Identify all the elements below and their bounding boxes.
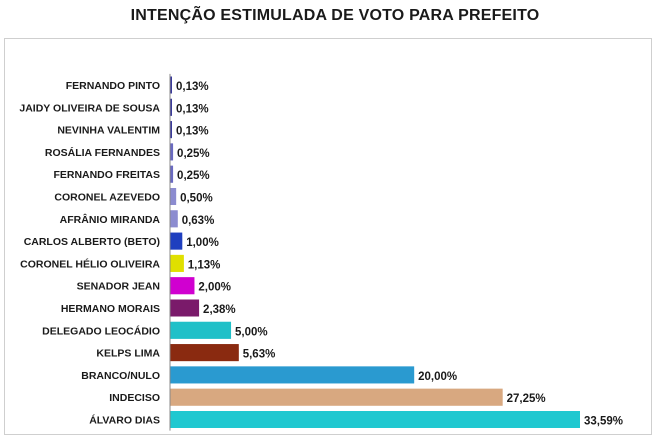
value-label: 27,25% — [507, 393, 546, 405]
bar-shading — [170, 98, 172, 116]
value-label: 0,63% — [182, 215, 215, 227]
category-label: CORONEL AZEVEDO — [54, 192, 160, 204]
bar-shading — [170, 210, 178, 228]
value-label: 0,50% — [180, 193, 213, 205]
value-label: 2,00% — [198, 282, 231, 294]
bar-shading — [170, 344, 239, 362]
category-label: HERMANO MORAIS — [61, 303, 160, 315]
category-label: ROSÁLIA FERNANDES — [45, 146, 160, 159]
bar-shading — [170, 188, 177, 205]
category-label: CORONEL HÉLIO OLIVEIRA — [20, 257, 160, 270]
value-label: 2,38% — [203, 304, 236, 316]
category-label: KELPS LIMA — [96, 348, 160, 360]
bar-shading — [170, 76, 172, 94]
value-label: 1,13% — [188, 259, 221, 271]
value-label: 33,59% — [584, 416, 623, 428]
chart-title: INTENÇÃO ESTIMULADA DE VOTO PARA PREFEIT… — [130, 7, 540, 24]
value-label: 1,00% — [186, 237, 219, 249]
bar-shading — [170, 254, 184, 272]
value-label: 20,00% — [418, 371, 457, 383]
value-label: 0,25% — [177, 170, 210, 182]
category-label: AFRÂNIO MIRANDA — [60, 213, 161, 226]
category-label: NEVINHA VALENTIM — [57, 125, 160, 137]
category-label: FERNANDO FREITAS — [53, 169, 160, 181]
bar-shading — [170, 366, 415, 384]
category-label: INDECISO — [109, 392, 160, 404]
category-label: JAIDY OLIVEIRA DE SOUSA — [19, 102, 160, 114]
value-label: 0,13% — [176, 103, 209, 115]
category-label: SENADOR JEAN — [77, 281, 160, 293]
plot-area-border — [4, 38, 652, 435]
bar-shading — [170, 232, 183, 250]
category-label: DELEGADO LEOCÁDIO — [42, 324, 160, 337]
bar-shading — [170, 388, 503, 406]
bar-shading — [170, 277, 195, 295]
category-label: BRANCO/NULO — [81, 370, 160, 382]
bar-shading — [170, 121, 172, 139]
bar-shading — [170, 143, 174, 161]
bar-shading — [170, 299, 200, 317]
category-label: ÁLVARO DIAS — [89, 414, 160, 427]
category-label: FERNANDO PINTO — [66, 80, 160, 92]
value-label: 0,25% — [177, 148, 210, 160]
category-label: CARLOS ALBERTO (BETO) — [24, 236, 160, 248]
value-label: 5,00% — [235, 326, 268, 338]
value-label: 0,13% — [176, 126, 209, 138]
bar-shading — [170, 411, 580, 428]
value-label: 0,13% — [176, 81, 209, 93]
bar-shading — [170, 165, 174, 183]
bar-shading — [170, 321, 232, 339]
value-label: 5,63% — [243, 349, 276, 361]
